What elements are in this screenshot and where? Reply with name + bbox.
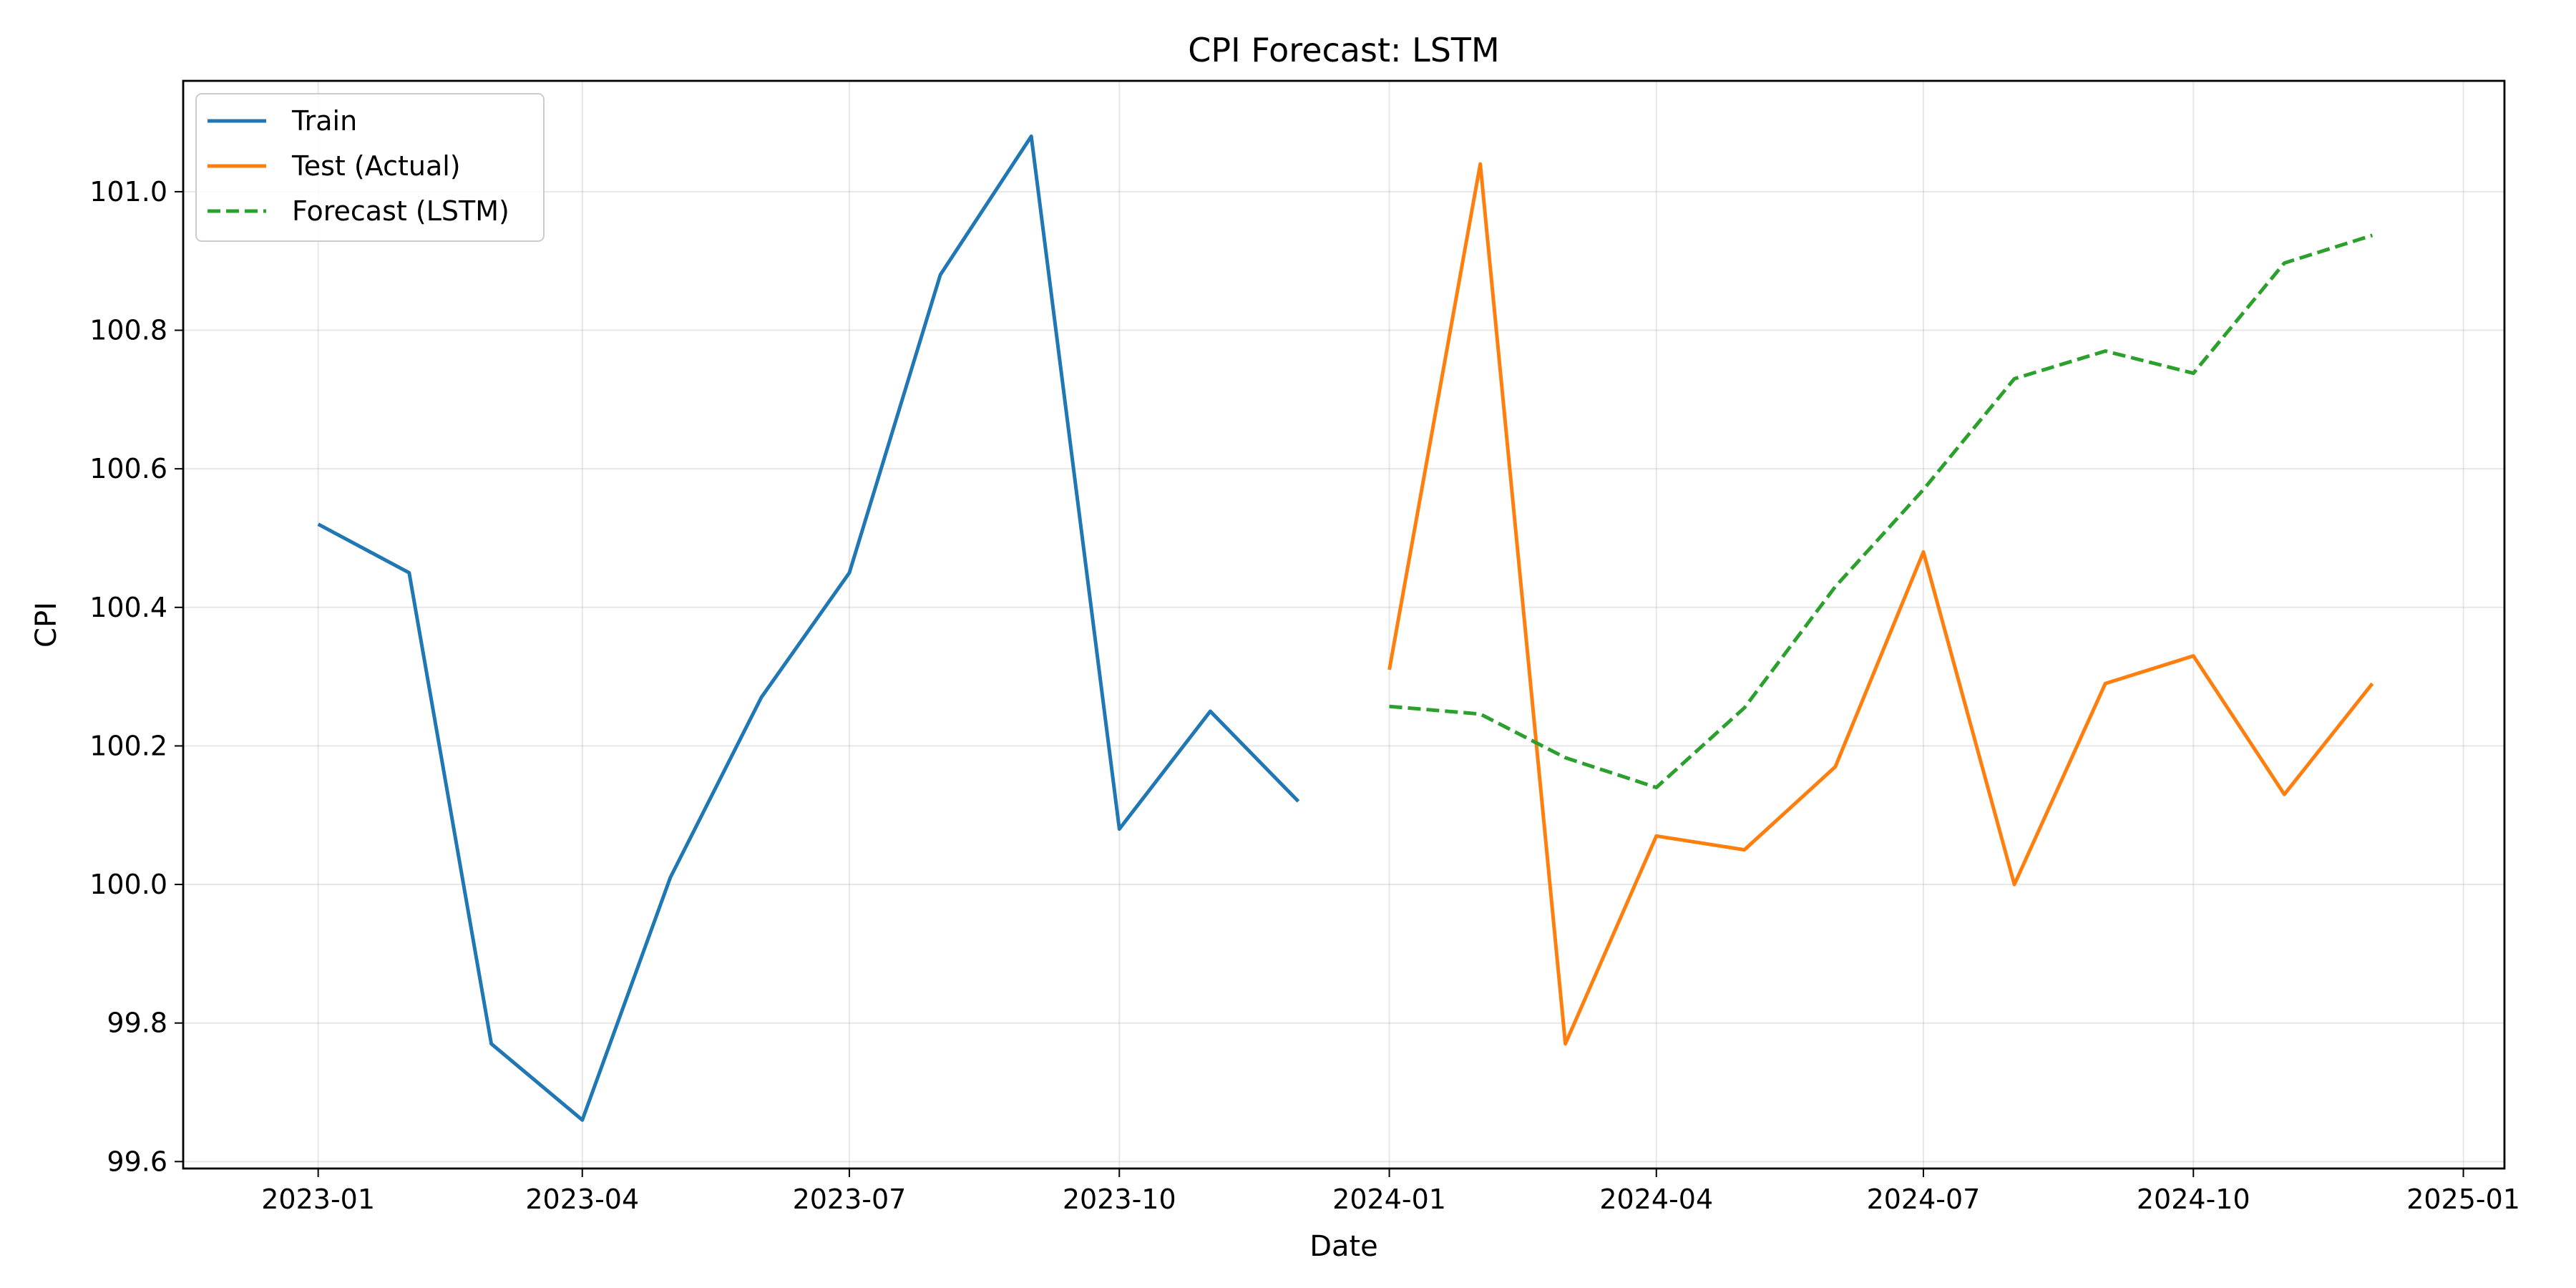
legend-label: Forecast (LSTM) xyxy=(292,195,509,227)
y-tick-label: 100.4 xyxy=(89,592,167,623)
series-line-1 xyxy=(1387,162,2374,1046)
series-line-0 xyxy=(317,135,1300,1122)
y-tick-label: 100.6 xyxy=(89,453,167,484)
plot-frame xyxy=(182,79,2506,1170)
y-tick-label: 99.8 xyxy=(107,1008,167,1039)
x-tick-label: 2023-07 xyxy=(793,1184,907,1215)
x-axis-ticks: 2023-01 2023-04 2023-07 2023-10 2024-01 2024-… xyxy=(261,1169,2520,1215)
y-tick-label: 100.0 xyxy=(89,869,167,900)
chart-title: CPI Forecast: LSTM xyxy=(1188,31,1499,69)
x-tick-label: 2024-10 xyxy=(2137,1184,2250,1215)
legend-label: Train xyxy=(291,105,357,137)
y-tick-label: 99.6 xyxy=(107,1146,167,1177)
y-tick-label: 100.2 xyxy=(89,730,167,761)
x-tick-label: 2024-01 xyxy=(1332,1184,1446,1215)
y-axis-label: CPI xyxy=(30,602,63,648)
x-tick-label: 2023-01 xyxy=(261,1184,375,1215)
x-axis-label: Date xyxy=(1309,1230,1378,1263)
grid-lines xyxy=(183,81,2504,1169)
y-tick-label: 101.0 xyxy=(89,176,167,208)
series-lines xyxy=(317,135,2374,1122)
y-axis-ticks: 99.6 99.8 100.0 100.2 100.4 100.6 100.8 101.0 xyxy=(89,176,183,1177)
x-tick-label: 2024-07 xyxy=(1867,1184,1981,1215)
x-tick-label: 2025-01 xyxy=(2406,1184,2520,1215)
legend-label: Test (Actual) xyxy=(291,150,461,182)
series-line-2 xyxy=(1389,233,2373,789)
x-tick-label: 2023-10 xyxy=(1063,1184,1176,1215)
x-tick-label: 2024-04 xyxy=(1599,1184,1713,1215)
y-tick-label: 100.8 xyxy=(89,315,167,346)
legend-box xyxy=(195,93,545,242)
legend: Train Test (Actual) Forecast (LSTM) xyxy=(195,93,545,242)
x-tick-label: 2023-04 xyxy=(525,1184,639,1215)
